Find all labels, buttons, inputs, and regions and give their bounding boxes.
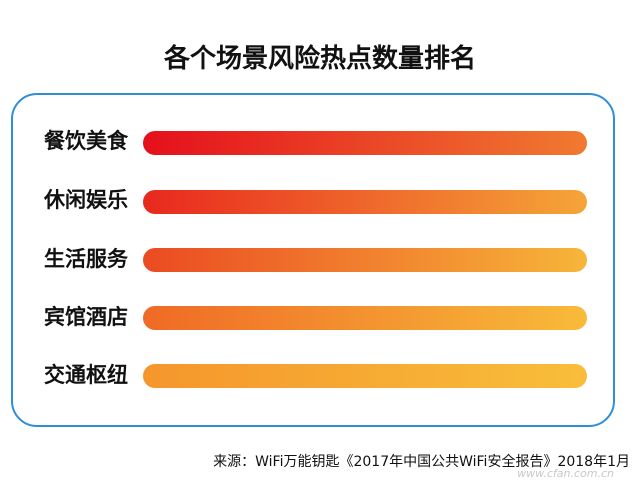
bar-jiaotong-shuniu	[143, 364, 587, 388]
bar-shenghuo-fuwu	[143, 248, 587, 272]
chart-frame	[11, 93, 615, 427]
category-label-1: 餐饮美食	[44, 129, 128, 153]
bar-xiuxian-yule	[143, 190, 587, 214]
bar-binguan-jiudian	[143, 306, 587, 330]
category-label-4: 宾馆酒店	[44, 305, 128, 329]
bar-canyin-meishi	[143, 131, 587, 155]
chart-title: 各个场景风险热点数量排名	[163, 44, 476, 74]
source-note: 来源：WiFi万能钥匙《2017年中国公共WiFi安全报告》2018年1月	[213, 454, 630, 470]
category-label-5: 交通枢纽	[44, 363, 128, 387]
category-label-2: 休闲娱乐	[44, 188, 128, 212]
category-label-3: 生活服务	[44, 247, 128, 271]
watermark: www.cfan.com.cn	[517, 467, 614, 480]
